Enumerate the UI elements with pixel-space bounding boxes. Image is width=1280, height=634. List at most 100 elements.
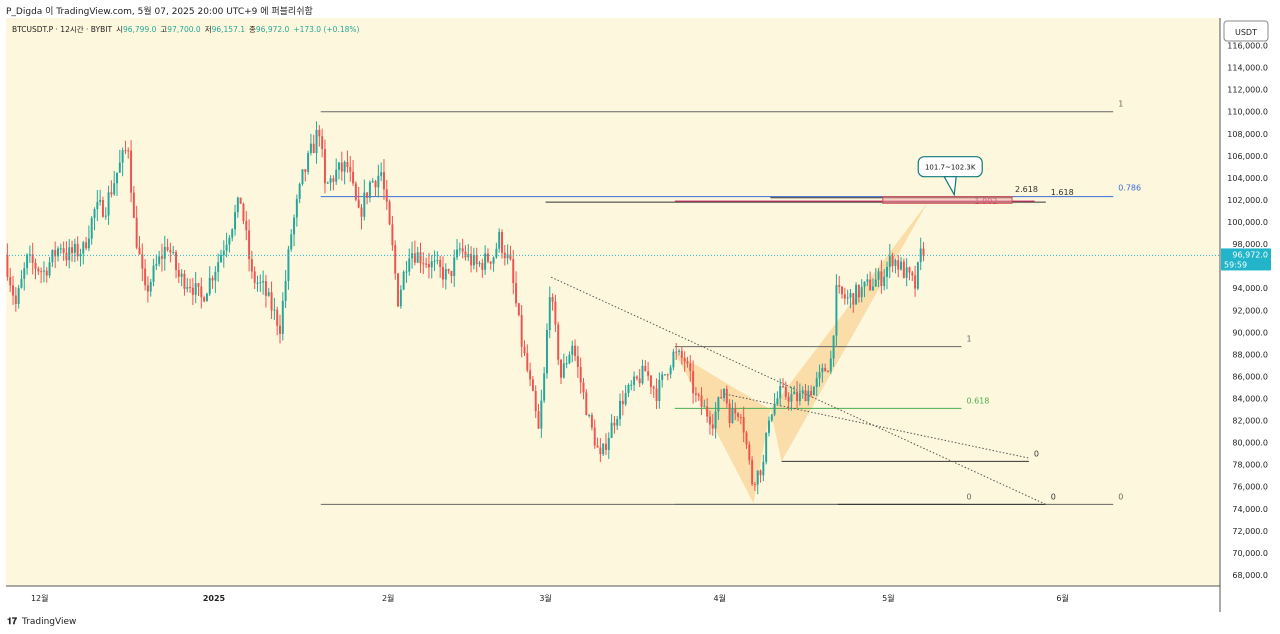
level-fib-top-1: 1 <box>320 100 1123 113</box>
candle <box>484 245 487 275</box>
candle-body <box>711 424 714 429</box>
candle-body <box>610 422 613 438</box>
candle <box>728 399 731 428</box>
candle <box>211 275 214 289</box>
candle-body <box>160 256 163 259</box>
candle <box>267 287 270 297</box>
candle-body <box>658 379 661 402</box>
candle <box>616 415 619 430</box>
candle-body <box>82 242 85 254</box>
candle-body <box>20 278 23 288</box>
candle-body <box>40 271 43 273</box>
y-tick-label: 70,000.0 <box>1232 549 1268 558</box>
candle-body <box>489 261 492 264</box>
candle-body <box>138 247 141 255</box>
candle <box>110 180 113 198</box>
candle <box>540 389 543 438</box>
candle-body <box>838 285 841 287</box>
candle-body <box>717 397 720 412</box>
candle-body <box>596 445 599 448</box>
candle-body <box>520 315 523 347</box>
y-tick-label: 76,000.0 <box>1232 483 1268 492</box>
candle <box>866 273 869 286</box>
candle-body <box>619 400 622 420</box>
candle-body <box>776 398 779 404</box>
candle <box>537 403 540 429</box>
chart-area[interactable]: USDT 116,000.0 114,000.0 112,000.0 110,000.0… <box>6 18 1274 612</box>
candle <box>703 399 706 408</box>
candle <box>916 261 919 291</box>
candle-body <box>107 192 110 216</box>
candle <box>203 295 206 303</box>
candle-body <box>869 279 872 291</box>
candle-body <box>613 422 616 426</box>
candle <box>250 250 253 279</box>
candle <box>492 256 495 272</box>
candle-body <box>68 247 71 261</box>
candle <box>664 374 666 376</box>
candle-body <box>329 178 332 183</box>
footer-brand[interactable]: TradingView <box>22 617 77 627</box>
candle-body <box>852 293 855 305</box>
candle-body <box>731 408 734 424</box>
candle-body <box>239 197 242 204</box>
candle <box>478 260 481 267</box>
candle-body <box>686 361 689 364</box>
candle-body <box>127 150 130 152</box>
candle <box>911 270 914 282</box>
candle-body <box>857 284 860 298</box>
x-tick-label: 2025 <box>203 594 226 603</box>
candle-body <box>57 248 59 257</box>
candle <box>259 274 262 292</box>
candle <box>62 241 65 261</box>
candle-body <box>683 357 686 362</box>
candle <box>301 169 304 186</box>
candle-body <box>31 254 34 263</box>
candle <box>557 321 560 365</box>
price-chart[interactable]: USDT 116,000.0 114,000.0 112,000.0 110,000.0… <box>6 18 1274 612</box>
candle-body <box>346 161 349 167</box>
candle-body <box>523 346 526 354</box>
candle <box>318 125 321 147</box>
candle-body <box>908 267 911 273</box>
candle-body <box>880 271 883 286</box>
tradingview-logo-icon[interactable]: 𝟏𝟕 <box>7 617 18 627</box>
candle-body <box>818 372 821 379</box>
candle-body <box>264 281 267 296</box>
candle <box>346 150 349 173</box>
candle-body <box>155 263 158 266</box>
candle-body <box>42 270 45 272</box>
candle-body <box>312 143 315 153</box>
candle-body <box>90 218 93 239</box>
candle <box>888 243 891 279</box>
candle-body <box>773 403 776 415</box>
candle <box>810 385 813 398</box>
candle <box>141 243 144 282</box>
candle-body <box>562 363 565 378</box>
candle-body <box>270 292 273 311</box>
candle <box>655 378 658 410</box>
candle-body <box>560 359 562 378</box>
candle <box>832 335 835 367</box>
candle-body <box>248 230 251 260</box>
y-tick-label: 98,000.0 <box>1232 240 1268 249</box>
candle-body <box>703 406 706 408</box>
candle <box>214 266 217 294</box>
candle-body <box>826 371 829 373</box>
candle-body <box>301 169 304 185</box>
y-tick-label: 110,000.0 <box>1227 108 1268 117</box>
candle <box>534 385 537 418</box>
candle <box>290 229 293 252</box>
candle <box>545 323 548 379</box>
candle <box>456 239 459 261</box>
candle <box>680 346 683 365</box>
candle <box>613 416 616 434</box>
candle <box>340 151 343 181</box>
candle <box>838 275 841 294</box>
candle-body <box>866 279 869 282</box>
candle-body <box>492 257 495 264</box>
candle-body <box>478 262 481 265</box>
candle-body <box>250 259 253 272</box>
candle-body <box>175 252 177 270</box>
candle <box>281 292 284 341</box>
